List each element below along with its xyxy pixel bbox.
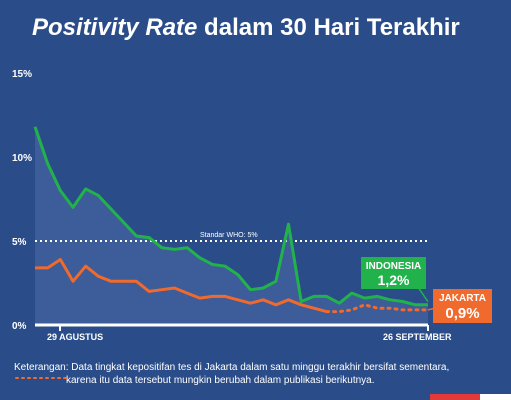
indonesia-line [33,126,428,307]
note-line-1: Keterangan: Data tingkat kepositifan tes… [14,362,450,373]
indonesia-label-connector [417,286,429,303]
jakarta-label-value: 0,9% [445,305,479,322]
y-tick-label: 5% [12,237,27,248]
chart-title: Positivity Rate dalam 30 Hari Terakhir [32,14,460,42]
y-tick-label: 0% [12,321,27,332]
x-label-end: 26 SEPTEMBER [383,332,452,342]
jakarta-label-box [433,289,492,323]
jakarta-line [35,258,327,314]
indonesia-area [35,126,428,325]
indonesia-label-box [361,257,426,289]
who-reference-label: Standar WHO: 5% [200,232,258,239]
indonesia-label-name: INDONESIA [366,261,422,272]
jakarta-line-provisional [325,303,430,314]
jakarta-label-name: JAKARTA [439,293,486,304]
title-italic: Positivity Rate [32,14,198,41]
brand-strip-white [480,394,511,400]
brand-strip-red [430,394,480,400]
indonesia-label-value: 1,2% [378,272,410,288]
note-line-2: karena itu data tersebut mungkin berubah… [66,375,375,386]
y-tick-label: 15% [12,69,32,80]
chart-note: Keterangan: Data tingkat kepositifan tes… [14,361,504,387]
title-rest: dalam 30 Hari Terakhir [197,14,460,41]
y-tick-label: 10% [12,153,32,164]
note-dotted-legend [15,377,71,379]
x-label-start: 29 AGUSTUS [47,332,103,342]
